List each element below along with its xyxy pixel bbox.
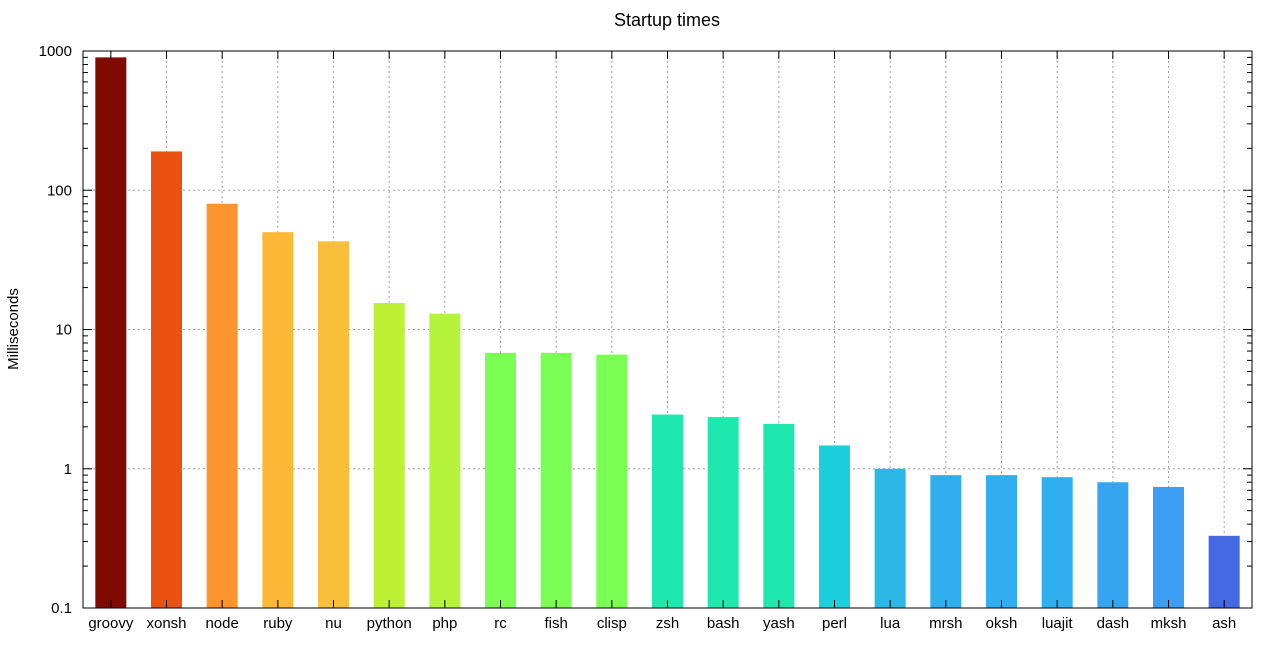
x-tick-label: xonsh bbox=[146, 615, 186, 632]
bar-node bbox=[206, 203, 238, 608]
x-tick-label: python bbox=[367, 615, 412, 632]
bar-xonsh bbox=[151, 151, 182, 608]
x-tick-label: rc bbox=[494, 615, 507, 632]
bar-fish bbox=[540, 352, 572, 608]
bar-python bbox=[373, 302, 405, 608]
y-tick-label: 1000 bbox=[39, 43, 72, 60]
axes bbox=[82, 50, 1253, 609]
x-tick-label: fish bbox=[544, 615, 567, 632]
x-tick-label: nu bbox=[325, 615, 342, 632]
chart-title: Startup times bbox=[614, 10, 720, 30]
bar-zsh bbox=[652, 414, 683, 608]
x-tick-labels: groovy xonsh node ruby nu python php rc fish clis… bbox=[88, 615, 1236, 632]
y-tick-label: 10 bbox=[55, 322, 72, 339]
x-tick-label: clisp bbox=[597, 615, 627, 632]
x-tick-label: oksh bbox=[986, 615, 1018, 632]
bar-php bbox=[429, 313, 461, 608]
y-tick-label: 100 bbox=[47, 182, 72, 199]
bar-rc bbox=[485, 352, 516, 608]
x-tick-label: bash bbox=[707, 615, 740, 632]
x-tick-label: lua bbox=[880, 615, 901, 632]
x-tick-label: mrsh bbox=[929, 615, 962, 632]
x-tick-label: perl bbox=[822, 615, 847, 632]
x-tick-label: luajit bbox=[1042, 615, 1074, 632]
bar-mrsh bbox=[930, 475, 962, 608]
bar-luajit bbox=[1041, 477, 1073, 608]
bar-dash bbox=[1097, 482, 1129, 608]
x-tick-label: zsh bbox=[656, 615, 679, 632]
x-tick-label: ruby bbox=[263, 615, 293, 632]
y-tick-labels: 0.1 1 10 100 1000 bbox=[39, 43, 72, 617]
bars bbox=[95, 57, 1240, 609]
bar-groovy bbox=[95, 57, 127, 609]
y-tick-label: 0.1 bbox=[51, 600, 72, 617]
y-tick-label: 1 bbox=[64, 461, 72, 478]
bar-nu bbox=[318, 241, 349, 608]
bar-yash bbox=[763, 423, 795, 608]
x-tick-label: dash bbox=[1097, 615, 1130, 632]
plot-frame bbox=[82, 50, 1253, 609]
bar-perl bbox=[819, 445, 850, 608]
x-tick-label: groovy bbox=[88, 615, 134, 632]
bar-oksh bbox=[986, 475, 1017, 608]
bar-clisp bbox=[596, 354, 628, 608]
x-tick-label: php bbox=[432, 615, 457, 632]
bar-lua bbox=[874, 468, 906, 608]
y-axis-label: Milliseconds bbox=[5, 288, 22, 370]
x-tick-label: mksh bbox=[1151, 615, 1187, 632]
x-tick-label: ash bbox=[1212, 615, 1236, 632]
bar-mksh bbox=[1153, 486, 1184, 608]
bar-ruby bbox=[262, 232, 294, 608]
x-tick-label: yash bbox=[763, 615, 795, 632]
bar-ash bbox=[1208, 535, 1240, 608]
x-tick-label: node bbox=[205, 615, 238, 632]
bar-bash bbox=[707, 417, 739, 608]
